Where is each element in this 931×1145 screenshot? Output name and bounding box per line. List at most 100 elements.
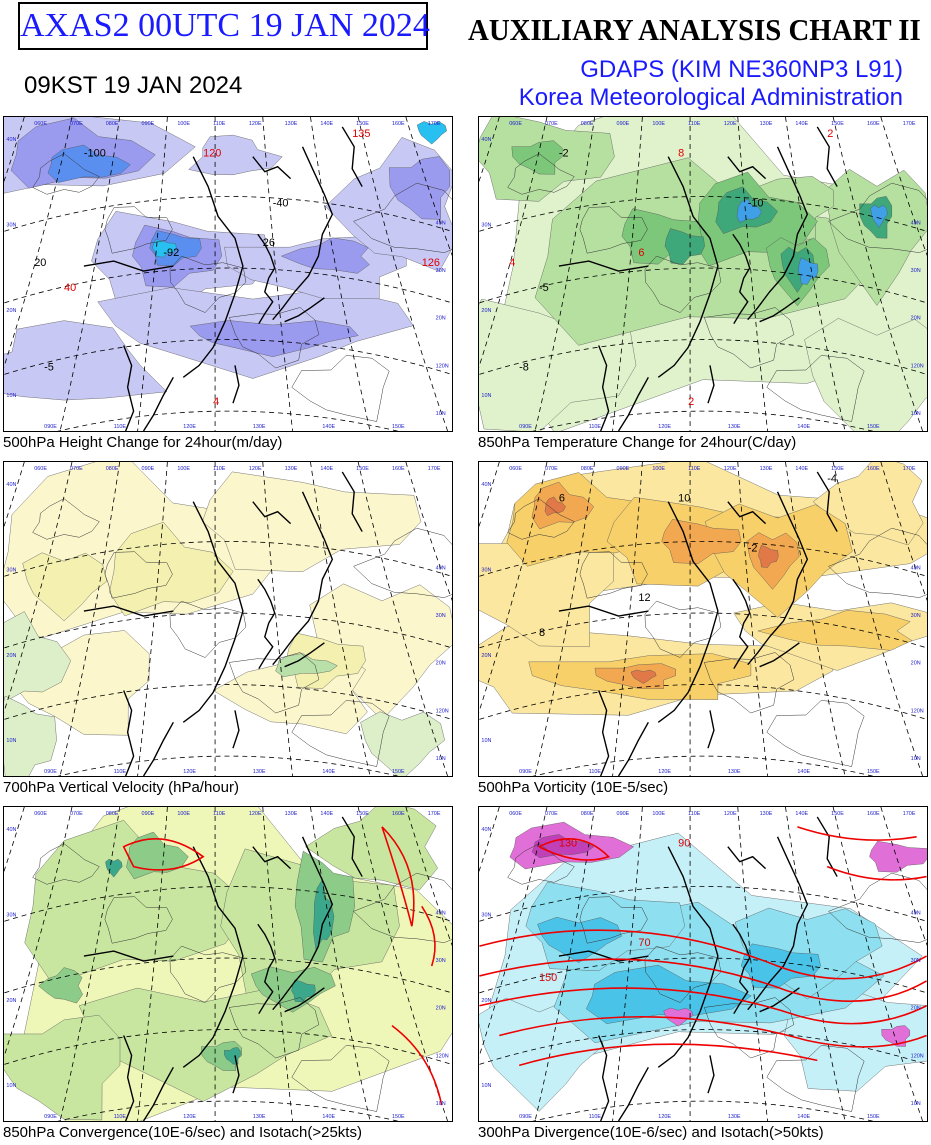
contour-line — [291, 700, 390, 767]
coastline-segment — [657, 501, 719, 723]
coastline-segment — [558, 260, 649, 272]
longitude-label: 170E — [428, 466, 441, 472]
coastline-segment — [657, 156, 719, 378]
longitude-label: 170E — [903, 466, 916, 472]
field-contour — [360, 711, 445, 776]
coastline-segment — [123, 690, 135, 776]
contour-value-label: 2 — [827, 128, 833, 140]
longitude-label: 110E — [213, 466, 226, 472]
map-panel-850hpa-convergence: 060E 070E 080E 090E 100E 110E 120E 130E 140E 150E… — [3, 806, 453, 1122]
longitude-label: 150E — [867, 1114, 880, 1120]
longitude-label: 130E — [285, 121, 298, 127]
field-contour — [736, 198, 762, 223]
graticule-labels: 060E 070E 080E 090E 100E 110E 120E 130E 140E 150E… — [481, 466, 923, 775]
longitude-label: 150E — [831, 466, 844, 472]
graticule-labels: 060E 070E 080E 090E 100E 110E 120E 130E 140E 150E… — [6, 811, 448, 1120]
longitude-label: 120E — [183, 424, 196, 430]
latitude-label: 10N — [911, 756, 921, 762]
weather-map: 060E 070E 080E 090E 100E 110E 120E 130E 140E 150E… — [479, 117, 927, 431]
longitude-label: 120E — [658, 1114, 671, 1120]
latitude-label: 120N — [436, 708, 449, 714]
longitude-label: 100E — [652, 121, 665, 127]
coastline-segment — [727, 501, 767, 525]
contour-line — [32, 498, 100, 540]
contour-value-label: -2 — [748, 542, 758, 554]
coastline-segment — [252, 501, 292, 525]
latitude-line — [4, 957, 452, 994]
coastline — [83, 816, 363, 1121]
longitude-line — [479, 807, 548, 1058]
latitude-label: 20N — [436, 661, 446, 667]
contour-value-label: 90 — [678, 838, 690, 850]
coastline-segment — [727, 156, 767, 180]
coastline-segment — [123, 345, 135, 431]
latitude-line — [479, 957, 927, 994]
coastline-segment — [617, 377, 649, 431]
coastline-segment — [272, 491, 334, 666]
coastline — [558, 126, 838, 431]
longitude-label: 080E — [581, 466, 594, 472]
graticule — [479, 462, 927, 776]
field-contour — [4, 320, 168, 401]
contour-line — [228, 997, 320, 1059]
longitude-label: 130E — [253, 769, 266, 775]
latitude-label: 30N — [911, 268, 921, 274]
contour-value-label: 120 — [203, 148, 221, 160]
weather-map: 060E 070E 080E 090E 100E 110E 120E 130E 140E 150E… — [4, 117, 452, 431]
longitude-label: 140E — [322, 1114, 335, 1120]
contour-value-label: -10 — [748, 197, 764, 209]
contour-value-label: 40 — [64, 282, 76, 294]
longitude-line — [4, 462, 73, 713]
contour-line — [291, 355, 390, 422]
isotach-line — [479, 958, 927, 1002]
contour-value-label: -2 — [559, 148, 569, 160]
coastline-segment — [123, 1035, 135, 1121]
coastline-segment — [341, 471, 363, 532]
field-contour — [825, 169, 927, 306]
contour-line — [579, 896, 648, 944]
latitude-line — [57, 755, 399, 776]
coastline-segment — [83, 950, 174, 962]
longitude-label: 070E — [70, 466, 83, 472]
longitude-label: 120E — [658, 769, 671, 775]
latitude-line — [479, 541, 927, 577]
value-labels: -100 120 -92 40 -40 135 20 -5 4 26 126 — [34, 128, 440, 408]
coastline-segment — [284, 642, 325, 668]
longitude-label: 110E — [114, 1114, 127, 1120]
latitude-line — [532, 755, 874, 776]
contour-value-label: 8 — [678, 148, 684, 160]
field-contour — [22, 552, 108, 622]
latitude-label: 40N — [911, 910, 921, 916]
panel-caption: 500hPa Vorticity (10E-5/sec) — [478, 779, 669, 796]
longitude-label: 130E — [253, 1114, 266, 1120]
longitude-label: 110E — [688, 121, 701, 127]
isotach-line — [518, 1043, 818, 1067]
coastline-segment — [707, 710, 715, 749]
field-contour — [280, 237, 370, 274]
longitude-label: 150E — [867, 424, 880, 430]
longitude-label: 080E — [106, 811, 119, 817]
field-contour — [313, 878, 335, 951]
contour-value-label: -5 — [539, 282, 549, 294]
longitude-label: 090E — [142, 121, 155, 127]
latitude-label: 20N — [911, 1006, 921, 1012]
coastline-segment — [182, 846, 244, 1068]
longitude-label: 110E — [114, 769, 127, 775]
weather-map: 060E 070E 080E 090E 100E 110E 120E 130E 140E 150E… — [479, 807, 927, 1121]
contour-line — [766, 355, 865, 422]
value-labels: 6 10 12 8 -2 -4 — [539, 473, 837, 639]
latitude-label: 30N — [436, 958, 446, 964]
longitude-label: 140E — [320, 121, 333, 127]
coastline-segment — [252, 156, 292, 180]
latitude-line — [4, 541, 452, 577]
isotach-line — [797, 826, 917, 841]
latitude-label: 10N — [481, 1083, 491, 1089]
contour-line — [644, 255, 722, 313]
graticule-labels: 060E 070E 080E 090E 100E 110E 120E 130E 140E 150E… — [6, 121, 448, 430]
latitude-line — [532, 410, 874, 431]
longitude-label: 090E — [142, 466, 155, 472]
field-contour — [630, 669, 657, 684]
longitude-label: 130E — [285, 811, 298, 817]
coastline-segment — [232, 1055, 240, 1094]
map-panel-700hpa-vertical-velocity: 060E 070E 080E 090E 100E 110E 120E 130E 140E 150E… — [3, 461, 453, 777]
